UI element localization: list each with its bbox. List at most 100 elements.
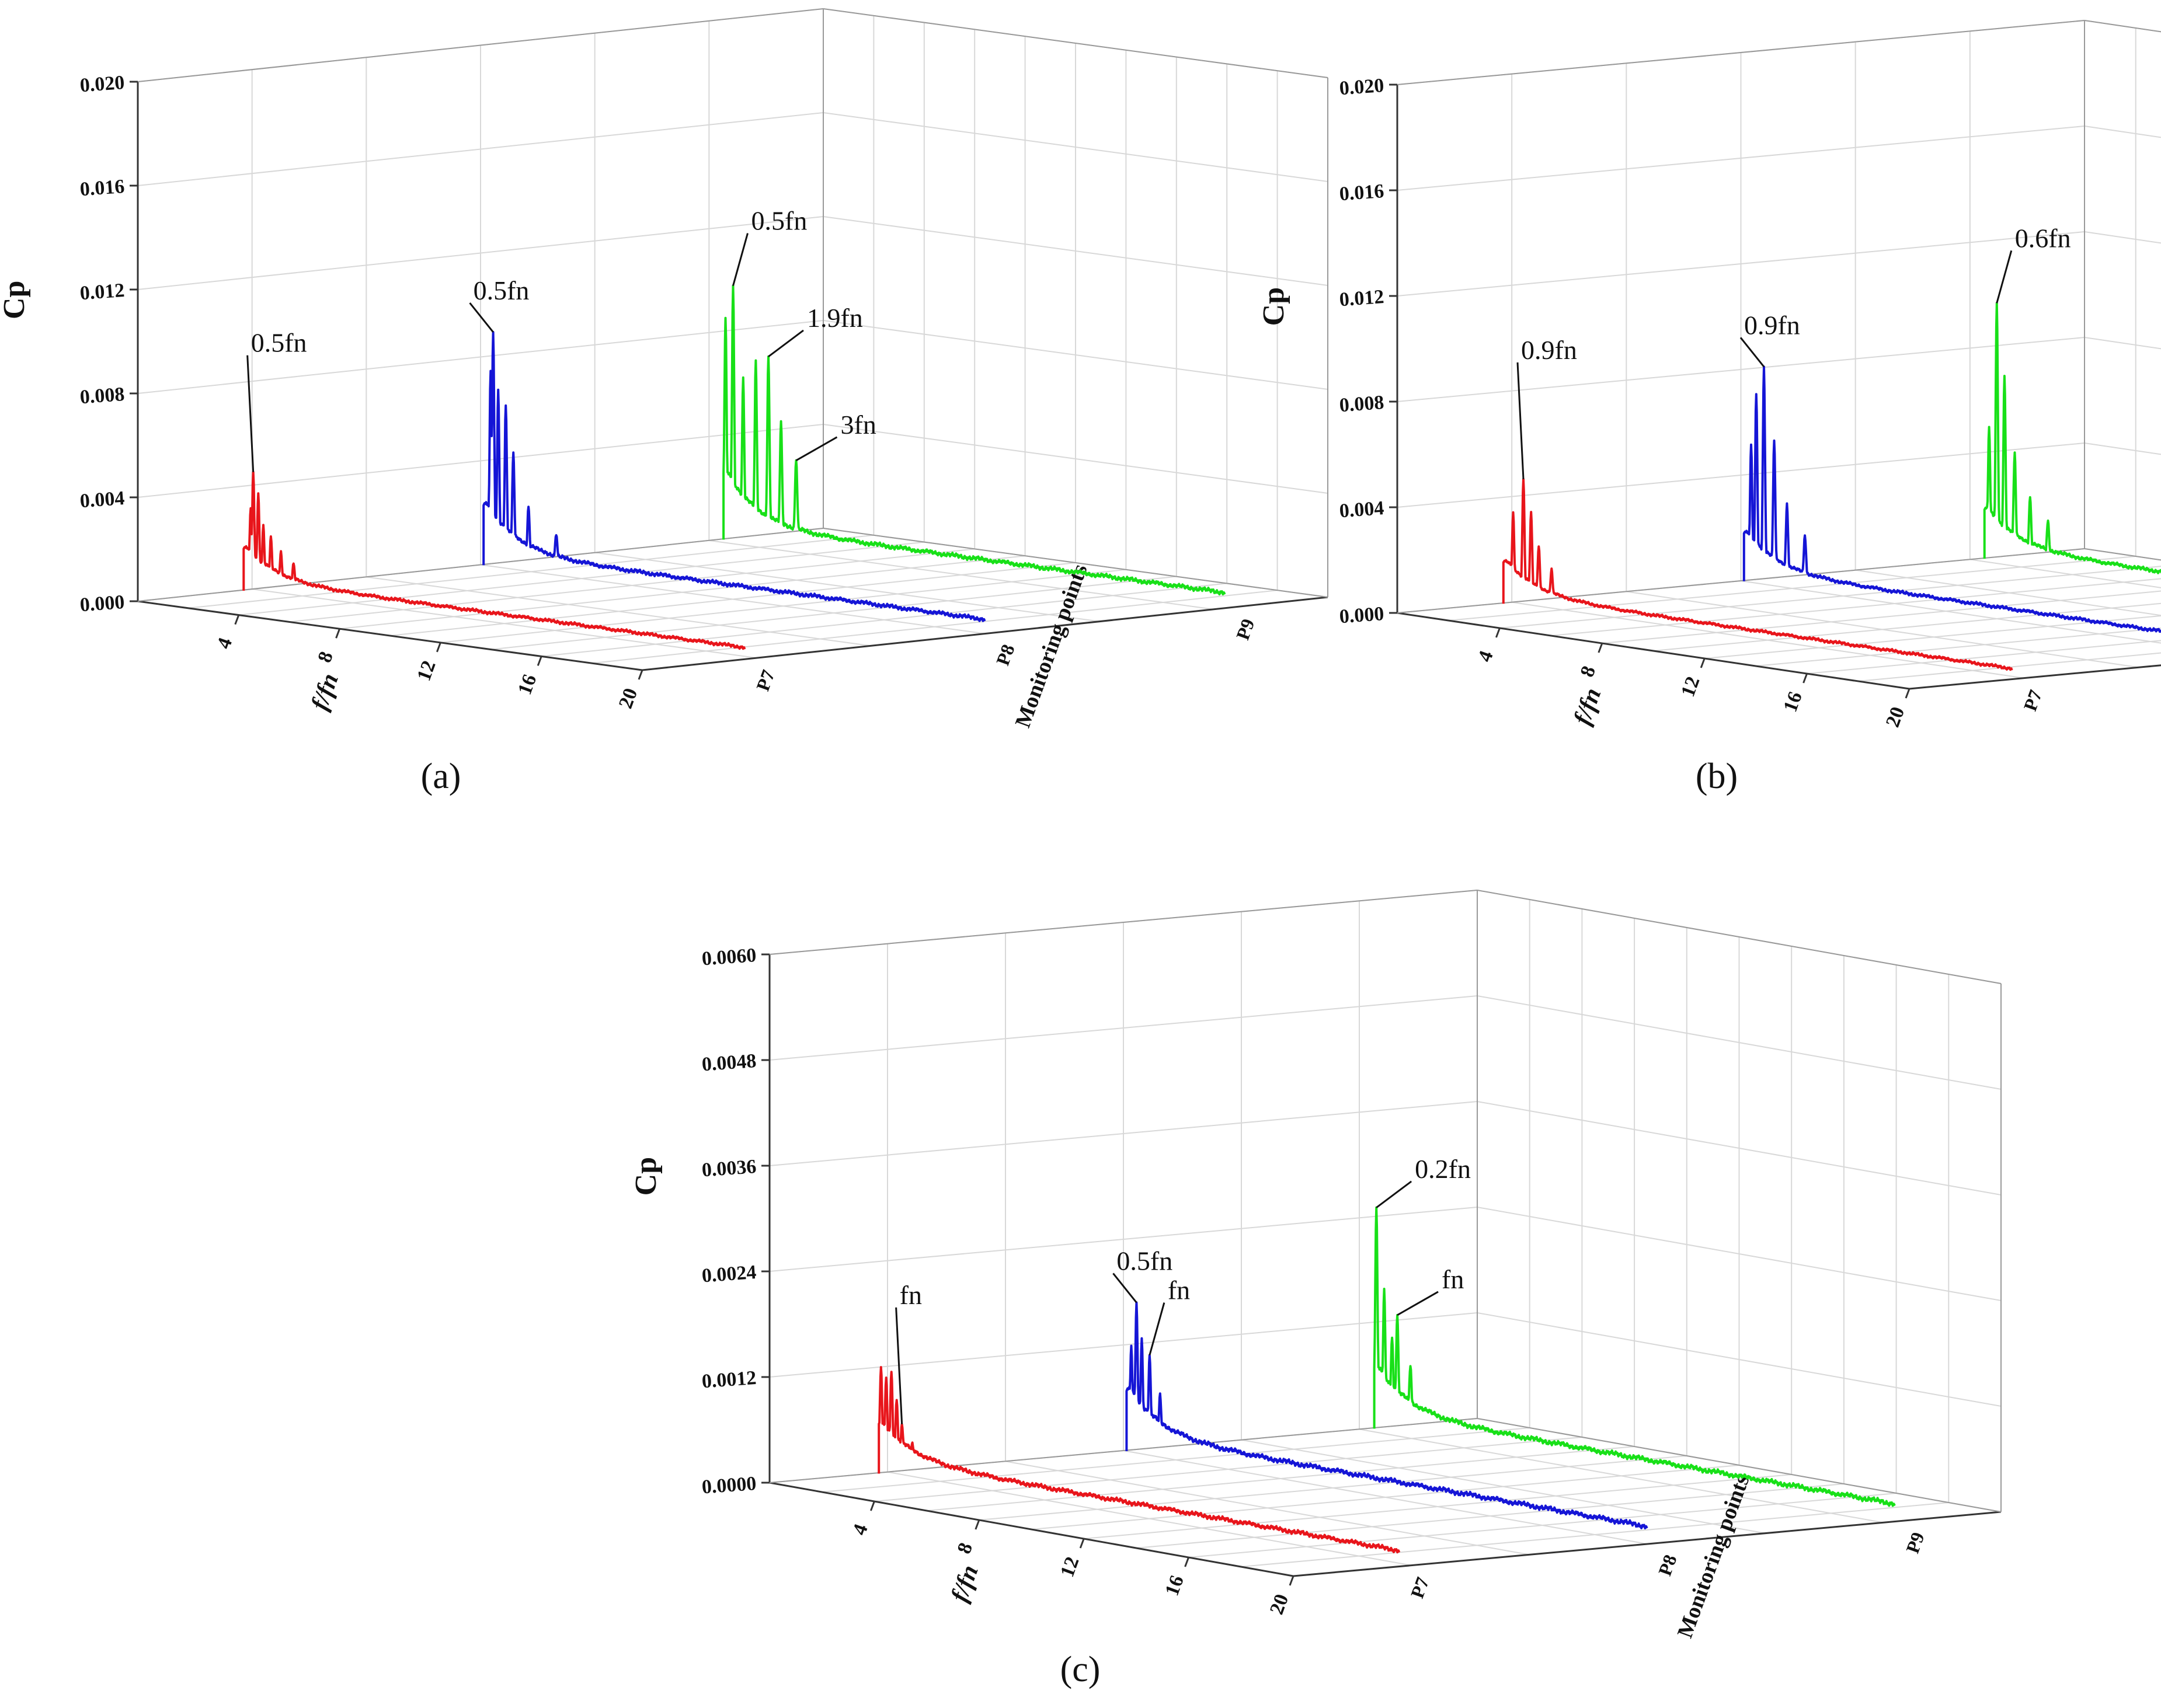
grid-line xyxy=(769,1207,1478,1272)
y-tick-label: 0.0024 xyxy=(701,1261,757,1287)
annotation-leader xyxy=(1516,362,1525,479)
panel-caption: (a) xyxy=(421,757,461,796)
x-tick-label: 16 xyxy=(514,672,541,698)
frame-edge xyxy=(769,890,1478,955)
grid-line xyxy=(887,1471,1412,1566)
annotation-label: 0.9fn xyxy=(1521,335,1577,365)
z-tick-label: P7 xyxy=(1406,1574,1433,1601)
y-axis-label: Cp xyxy=(1257,287,1290,326)
grid-line xyxy=(1397,231,2085,297)
x-tick-mark xyxy=(1079,1538,1085,1549)
annotation-leader xyxy=(1397,1291,1439,1316)
y-tick-label: 0.012 xyxy=(1339,286,1385,311)
z-axis-line xyxy=(1909,664,2161,690)
panel-caption: (b) xyxy=(1696,757,1738,796)
y-tick-labels: 0.000 0.004 0.008 0.012 0.016 0.020 xyxy=(1339,75,1397,628)
frame-edge xyxy=(1397,20,2085,85)
annotation-label: fn xyxy=(1442,1264,1464,1294)
annotation-leader xyxy=(1739,337,1765,368)
grid-line xyxy=(1477,1101,2002,1195)
grid-line xyxy=(366,576,871,647)
x-tick-label: 20 xyxy=(1882,704,1909,730)
z-tick-label: P9 xyxy=(1902,1529,1929,1556)
x-tick-label: 8 xyxy=(1577,663,1600,680)
y-tick-label: 0.0036 xyxy=(701,1156,757,1181)
grid-line xyxy=(137,320,824,394)
grid-line xyxy=(1477,995,2002,1090)
x-tick-mark xyxy=(869,1501,875,1511)
grid-line xyxy=(1123,1450,1648,1545)
grid-line xyxy=(137,112,824,186)
back-wall-grid xyxy=(769,890,1478,1483)
floor-grid xyxy=(137,528,1328,671)
y-tick-labels: 0.000 0.004 0.008 0.012 0.016 0.020 xyxy=(79,72,138,616)
x-tick-label: 4 xyxy=(848,1521,872,1538)
frame-edge xyxy=(1477,1418,2002,1512)
grid-line xyxy=(252,588,757,659)
x-tick-mark xyxy=(1905,688,1911,699)
grid-line xyxy=(709,539,1214,610)
grid-line xyxy=(2084,337,2161,350)
grid-line xyxy=(2084,20,2161,33)
annotation-label: 3fn xyxy=(841,410,876,440)
z-tick-label: P7 xyxy=(752,667,779,694)
x-tick-mark xyxy=(1184,1557,1190,1567)
series-group xyxy=(878,1206,1896,1554)
grid-line xyxy=(1858,652,2161,682)
grid-line xyxy=(1512,601,2024,679)
grid-line xyxy=(1704,615,2161,659)
annotation-label: 0.6fn xyxy=(2015,223,2071,253)
z-tick-label: P8 xyxy=(992,642,1019,668)
annotation-label: 0.5fn xyxy=(474,276,530,305)
series-line-p8 xyxy=(482,331,986,622)
grid-line xyxy=(480,564,986,635)
annotations: 0.5fn 0.5fn 0.5fn 1.9fn 3fn xyxy=(246,206,876,472)
series-line-p9 xyxy=(1983,302,2161,574)
annotation-leader xyxy=(1996,250,2013,304)
annotation-leader xyxy=(469,302,494,333)
grid-line xyxy=(1969,559,2161,588)
grid-line xyxy=(1397,337,2085,402)
annotation-label: 0.5fn xyxy=(1116,1246,1172,1275)
axis-frame xyxy=(1396,20,2161,690)
annotation-leader xyxy=(1376,1180,1412,1209)
y-tick-label: 0.000 xyxy=(79,591,126,616)
y-tick-label: 0.016 xyxy=(79,176,126,200)
z-tick-labels: P7 P8 P9 xyxy=(1406,1529,1928,1601)
z-tick-label: P9 xyxy=(1232,616,1259,643)
grid-line xyxy=(1855,569,2161,616)
annotations: 0.9fn 0.9fn 0.6fn xyxy=(1516,223,2071,479)
annotation-label: fn xyxy=(1168,1275,1190,1305)
grid-line xyxy=(823,112,1328,182)
grid-line xyxy=(823,216,1328,286)
series-line-p9 xyxy=(1373,1206,1896,1507)
annotation-label: 0.2fn xyxy=(1415,1154,1471,1184)
series-group xyxy=(1502,302,2161,671)
z-axis-line xyxy=(1293,1511,2002,1577)
frame-edge xyxy=(769,1418,1478,1483)
grid-line xyxy=(1359,1428,1884,1524)
annotation-leader xyxy=(1149,1302,1165,1355)
y-tick-label: 0.0000 xyxy=(701,1473,757,1498)
annotation-label: 0.5fn xyxy=(251,328,307,358)
grid-line xyxy=(1626,591,2139,668)
x-tick-mark xyxy=(1700,658,1706,668)
x-tick-label: 20 xyxy=(615,685,642,712)
frame-edge xyxy=(137,8,824,82)
x-tick-label: 4 xyxy=(213,635,237,652)
grid-line xyxy=(823,320,1328,390)
x-tick-label: 16 xyxy=(1161,1573,1188,1599)
annotation-label: 0.5fn xyxy=(751,206,808,236)
x-tick-mark xyxy=(436,642,441,653)
annotation-leader xyxy=(795,436,838,462)
grid-line xyxy=(823,424,1328,494)
x-tick-mark xyxy=(1289,1575,1294,1586)
frame-edge xyxy=(823,528,1328,598)
x-tick-mark xyxy=(975,1519,980,1530)
frame-edge xyxy=(2084,20,2161,33)
x-tick-label: 8 xyxy=(314,649,337,665)
panel-a: 0.000 0.004 0.008 0.012 0.016 0.020 Cp 4 8 12 16 20… xyxy=(0,8,1328,796)
x-tick-label: 12 xyxy=(1677,674,1704,700)
y-tick-label: 0.000 xyxy=(1339,603,1385,628)
grid-line xyxy=(1241,1439,1766,1534)
